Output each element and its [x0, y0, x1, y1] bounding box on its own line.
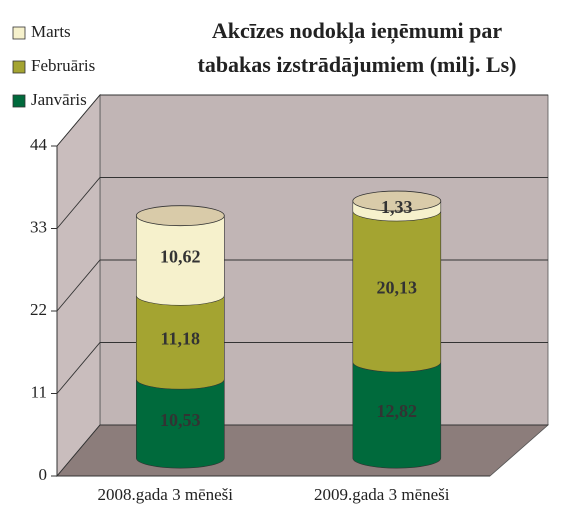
grid-line	[56, 177, 548, 229]
bar-top	[352, 190, 442, 212]
bar-segment	[136, 295, 225, 390]
y-tick-label: 33	[30, 217, 47, 236]
value-label: 10,62	[160, 247, 201, 267]
legend-label: Marts	[31, 22, 71, 41]
chart-title: Akcīzes nodokļa ieņēmumi par	[212, 18, 503, 44]
bar-segment	[352, 361, 442, 469]
legend-swatch	[12, 26, 26, 40]
legend-swatch	[12, 60, 26, 74]
legend-swatch	[12, 94, 26, 108]
value-label: 10,53	[160, 410, 201, 430]
bar-top	[135, 205, 225, 227]
chart-title: tabakas izstrādājumiem (milj. Ls)	[198, 52, 517, 77]
y-tick-label: 44	[30, 135, 48, 154]
value-label: 12,82	[377, 401, 418, 421]
value-label: 20,13	[377, 278, 418, 298]
bar-segment	[136, 378, 225, 469]
value-label: 1,33	[381, 197, 413, 217]
value-label: 11,18	[161, 328, 201, 348]
y-tick-label: 22	[30, 300, 47, 319]
bar-segment	[136, 215, 225, 306]
bar-segment	[352, 210, 442, 373]
x-tick-label: 2009.gada 3 mēneši	[314, 485, 450, 504]
grid-line	[56, 94, 548, 147]
legend-label: Janvāris	[31, 90, 87, 109]
y-tick-label: 11	[31, 382, 47, 401]
legend-label: Februāris	[31, 56, 95, 75]
y-tick-label: 0	[39, 465, 48, 484]
x-tick-label: 2008.gada 3 mēneši	[98, 485, 234, 504]
floor	[56, 424, 550, 477]
